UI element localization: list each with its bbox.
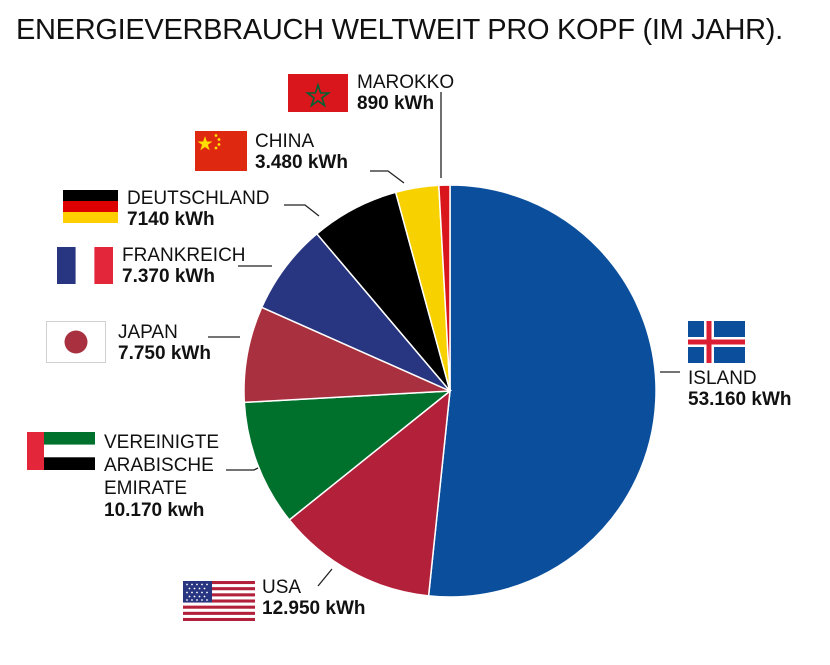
label-island-value: 53.160 kWh bbox=[688, 389, 792, 410]
label-germany-name: DEUTSCHLAND bbox=[127, 188, 270, 209]
germany-flag-icon bbox=[63, 190, 118, 223]
label-france-value: 7.370 kWh bbox=[122, 266, 215, 287]
pie-slice-0 bbox=[427, 184, 657, 598]
uae-flag-icon bbox=[27, 432, 95, 470]
leader-line-5 bbox=[284, 204, 320, 217]
label-germany: DEUTSCHLAND 7140 kWh bbox=[127, 188, 270, 230]
japan-flag-icon bbox=[46, 321, 106, 363]
pie-slice-2 bbox=[243, 390, 453, 521]
label-island-name: ISLAND bbox=[688, 368, 757, 389]
morocco-flag-icon bbox=[288, 74, 348, 112]
pie-slice-3 bbox=[243, 306, 451, 404]
label-morocco-value: 890 kWh bbox=[357, 93, 435, 114]
leader-line-1 bbox=[317, 568, 333, 587]
label-china-name: CHINA bbox=[255, 131, 315, 152]
label-island: ISLAND 53.160 kWh bbox=[688, 368, 792, 410]
france-flag-icon bbox=[57, 247, 113, 284]
pie-slice-1 bbox=[288, 389, 451, 597]
label-uae-value: 10.170 kwh bbox=[104, 500, 205, 521]
leader-line-2 bbox=[226, 467, 259, 471]
label-france-name: FRANKREICH bbox=[122, 245, 246, 266]
label-japan-value: 7.750 kWh bbox=[118, 343, 211, 364]
pie-slice-7 bbox=[438, 184, 451, 392]
label-morocco: MAROKKO 890 kWh bbox=[357, 72, 454, 114]
label-germany-value: 7140 kWh bbox=[127, 209, 215, 230]
label-france: FRANKREICH 7.370 kWh bbox=[122, 245, 246, 287]
label-morocco-name: MAROKKO bbox=[357, 72, 455, 93]
label-uae-name: VEREINIGTE ARABISCHE EMIRATE bbox=[104, 432, 220, 499]
label-japan: JAPAN 7.750 kWh bbox=[118, 322, 211, 364]
label-china: CHINA 3.480 kWh bbox=[255, 131, 348, 173]
label-japan-name: JAPAN bbox=[118, 322, 178, 343]
chart-title: ENERGIEVERBRAUCH WELTWEIT PRO KOPF (IM J… bbox=[16, 14, 783, 46]
usa-flag-icon bbox=[183, 581, 255, 621]
label-uae: VEREINIGTE ARABISCHE EMIRATE 10.170 kwh bbox=[104, 431, 219, 521]
iceland-flag-icon bbox=[688, 321, 745, 363]
label-usa: USA 12.950 kWh bbox=[262, 577, 366, 619]
label-china-value: 3.480 kWh bbox=[255, 152, 348, 173]
label-usa-name: USA bbox=[262, 577, 302, 598]
label-usa-value: 12.950 kWh bbox=[262, 598, 366, 619]
china-flag-icon bbox=[195, 131, 247, 171]
leader-line-6 bbox=[370, 170, 405, 184]
